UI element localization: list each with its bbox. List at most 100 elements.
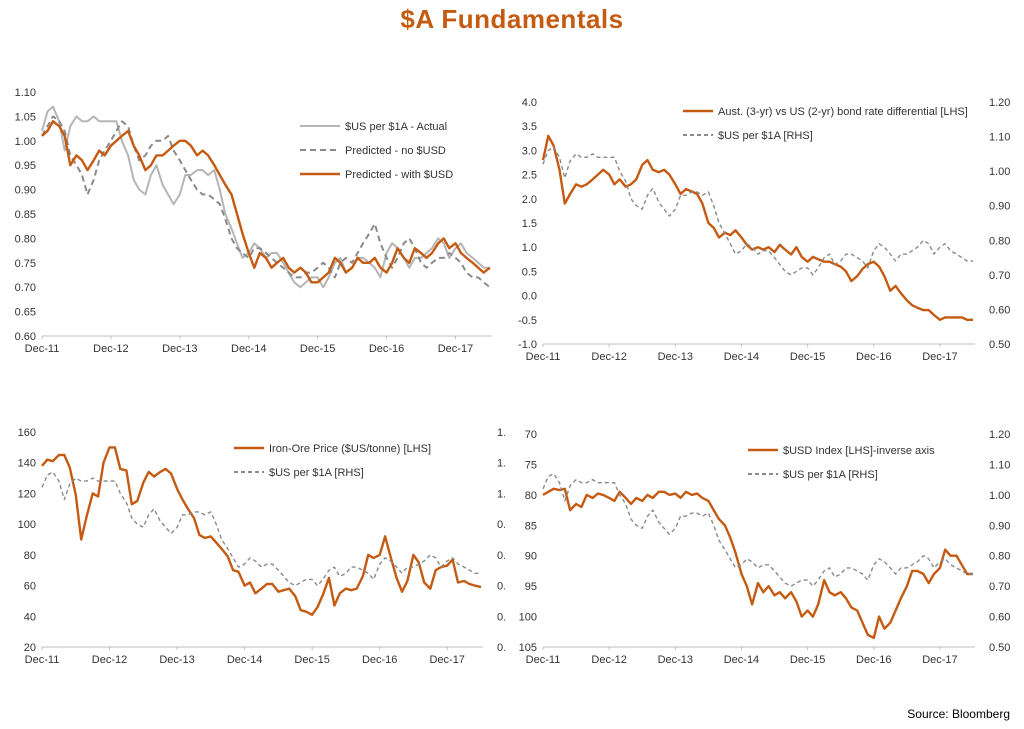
y-tick-label: 75 — [525, 459, 537, 471]
y-right-tick-label: 0.50 — [989, 339, 1010, 351]
y-tick-label: 1.5 — [522, 218, 537, 230]
x-tick-label: Dec-17 — [438, 343, 473, 355]
y-tick-label: 0.85 — [15, 209, 36, 221]
y-tick-label: 40 — [24, 611, 36, 623]
y-tick-label: 120 — [18, 488, 36, 500]
y-right-tick-label: 0.50 — [989, 642, 1010, 654]
series-line-predicted-no-usd — [41, 115, 491, 288]
y-right-tick-label: 1.10 — [989, 132, 1010, 144]
y-tick-label: 3.5 — [522, 121, 537, 133]
y-tick-label: 80 — [525, 490, 537, 502]
y-tick-label: 105 — [519, 642, 537, 654]
y-right-tick-label: 0.80 — [497, 550, 505, 562]
series-line-us-per-1a-rhs — [542, 146, 973, 276]
legend-label: $US per $1A [RHS] — [783, 469, 878, 481]
y-tick-label: 4.0 — [522, 97, 537, 109]
x-tick-label: Dec-12 — [591, 654, 626, 666]
x-tick-label: Dec-14 — [231, 343, 266, 355]
x-tick-label: Dec-17 — [922, 351, 957, 363]
y-tick-label: 2.0 — [522, 194, 537, 206]
x-tick-label: Dec-16 — [856, 654, 891, 666]
y-tick-label: 1.05 — [15, 111, 36, 123]
x-tick-label: Dec-16 — [856, 351, 891, 363]
y-tick-label: 0.5 — [522, 266, 537, 278]
x-tick-label: Dec-12 — [92, 654, 127, 666]
y-tick-label: 0.65 — [15, 307, 36, 319]
y-tick-label: 2.5 — [522, 170, 537, 182]
x-tick-label: Dec-17 — [922, 654, 957, 666]
y-tick-label: 0.95 — [15, 160, 36, 172]
y-right-tick-label: 1.20 — [497, 427, 505, 439]
y-tick-label: 100 — [519, 612, 537, 624]
series-line-aust-3-yr-vs-us-2-yr-bond-rate-differential-lhs — [541, 134, 973, 322]
y-tick-label: 0.70 — [15, 282, 36, 294]
y-right-tick-label: 0.60 — [989, 612, 1010, 624]
y-right-tick-label: 0.90 — [989, 520, 1010, 532]
series-line-us-per-1a-rhs — [542, 472, 973, 587]
y-tick-label: 95 — [525, 581, 537, 593]
legend-label: $USD Index [LHS]-inverse axis — [783, 445, 935, 457]
y-tick-label: 0.80 — [15, 233, 36, 245]
x-tick-label: Dec-16 — [369, 343, 404, 355]
y-tick-label: 85 — [525, 520, 537, 532]
x-tick-label: Dec-14 — [724, 351, 759, 363]
y-tick-label: 0.90 — [15, 185, 36, 197]
x-tick-label: Dec-12 — [93, 343, 128, 355]
y-tick-label: 90 — [525, 551, 537, 563]
x-tick-label: Dec-16 — [362, 654, 397, 666]
x-tick-label: Dec-11 — [526, 654, 561, 666]
legend-label: Iron-Ore Price ($US/tonne) [LHS] — [269, 443, 431, 455]
x-tick-label: Dec-11 — [25, 343, 60, 355]
legend-label: Aust. (3-yr) vs US (2-yr) bond rate diff… — [718, 106, 968, 118]
y-right-tick-label: 0.70 — [497, 581, 505, 593]
x-tick-label: Dec-13 — [658, 654, 693, 666]
legend-label: $US per $1A [RHS] — [269, 467, 364, 479]
x-tick-label: Dec-13 — [159, 654, 194, 666]
y-tick-label: 20 — [24, 642, 36, 654]
y-right-tick-label: 0.50 — [497, 642, 505, 654]
y-tick-label: 1.10 — [15, 87, 36, 99]
legend-label: $US per $1A - Actual — [345, 121, 447, 133]
y-tick-label: 160 — [18, 427, 36, 439]
legend-label: Predicted - with $USD — [345, 169, 453, 181]
series-line-us-per-1a-rhs — [41, 471, 481, 587]
y-right-tick-label: 1.00 — [989, 490, 1010, 502]
y-right-tick-label: 1.10 — [989, 459, 1010, 471]
chart-bond-rate-differential: 4.0 3.5 3.0 2.5 2.0 1.5 1.0 0.5 0.0 -0.5 -1.0 1.20 1… — [518, 97, 1010, 363]
y-right-tick-label: 1.20 — [989, 429, 1010, 441]
y-tick-label: 1.0 — [522, 242, 537, 254]
series-line-iron-ore-price-us-tonne-lhs — [41, 446, 482, 617]
x-tick-label: Dec-11 — [25, 654, 60, 666]
x-tick-label: Dec-15 — [300, 343, 335, 355]
x-tick-label: Dec-13 — [658, 351, 693, 363]
y-right-tick-label: 0.90 — [989, 201, 1010, 213]
y-tick-label: 0.60 — [15, 331, 36, 343]
chart-fundamentals-actual-vs-predicted: 1.10 1.05 1.00 0.95 0.90 0.85 0.80 0.75 0.70 0.65… — [15, 87, 492, 355]
legend-label: $US per $1A [RHS] — [718, 130, 813, 142]
y-tick-label: 100 — [18, 519, 36, 531]
y-tick-label: 0.75 — [15, 258, 36, 270]
x-tick-label: Dec-11 — [526, 351, 561, 363]
y-right-tick-label: 0.70 — [989, 270, 1010, 282]
y-tick-label: 80 — [24, 550, 36, 562]
y-right-tick-label: 1.10 — [497, 458, 505, 470]
series-line-usd-index-lhs-inverse-axis — [542, 487, 973, 640]
y-right-tick-label: 0.80 — [989, 551, 1010, 563]
legend-label: Predicted - no $USD — [345, 145, 446, 157]
y-tick-label: 3.0 — [522, 145, 537, 157]
y-right-tick-label: 1.00 — [497, 488, 505, 500]
y-right-tick-label: 0.60 — [989, 304, 1010, 316]
chart-usd-index: 70 75 80 85 90 95 100 105 1.20 1.10 1.00 0.90 0.80 0.… — [519, 429, 1011, 666]
chart-iron-ore-price: 160 140 120 100 80 60 40 20 1.20 1.10 1.00 0.90 0.80… — [18, 427, 505, 666]
y-tick-label: 140 — [18, 458, 36, 470]
y-tick-label: 1.00 — [15, 136, 36, 148]
x-tick-label: Dec-15 — [790, 351, 825, 363]
y-right-tick-label: 1.00 — [989, 166, 1010, 178]
x-tick-label: Dec-14 — [227, 654, 262, 666]
x-tick-label: Dec-13 — [162, 343, 197, 355]
y-tick-label: -1.0 — [518, 339, 537, 351]
y-right-tick-label: 0.80 — [989, 235, 1010, 247]
x-tick-label: Dec-15 — [790, 654, 825, 666]
x-tick-label: Dec-12 — [591, 351, 626, 363]
y-right-tick-label: 1.20 — [989, 97, 1010, 109]
